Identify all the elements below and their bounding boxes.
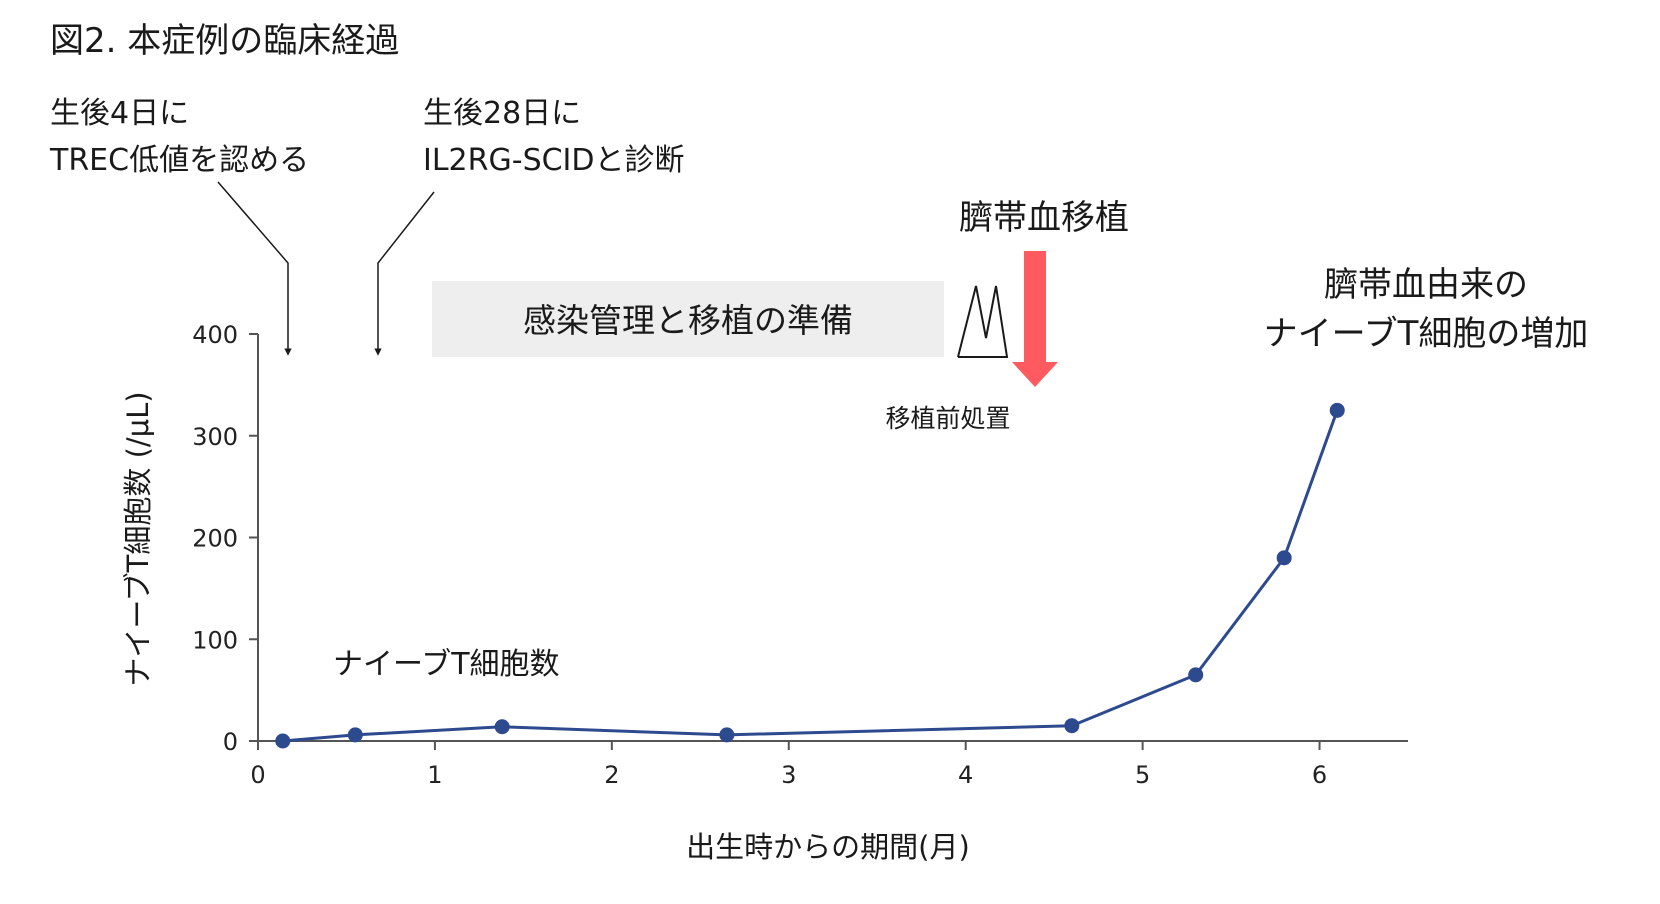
diagnosis-annotation-line2: IL2RG-SCIDと診断 <box>423 143 685 178</box>
data-point <box>1276 550 1292 566</box>
x-tick-label: 6 <box>1312 761 1327 789</box>
x-tick-label: 2 <box>604 761 619 789</box>
conditioning-peaks-icon <box>957 285 1009 358</box>
result-annotation-line2: ナイーブT細胞の増加 <box>1264 314 1589 354</box>
figure-title: 図2. 本症例の臨床経過 <box>50 21 399 61</box>
data-point <box>1188 667 1204 683</box>
x-tick-label: 0 <box>250 761 265 789</box>
data-point <box>275 733 291 749</box>
data-point <box>494 719 510 735</box>
x-axis-title: 出生時からの期間(月) <box>686 830 970 864</box>
trec-annotation-arrow <box>217 181 292 356</box>
trec-annotation-line1: 生後4日に <box>50 96 189 131</box>
data-point <box>719 727 735 743</box>
series-layer <box>275 402 1345 749</box>
diagnosis-annotation-arrow <box>374 191 435 356</box>
y-tick-label: 300 <box>192 423 238 451</box>
conditioning-label: 移植前処置 <box>885 404 1010 433</box>
result-annotation-line1: 臍帯血由来の <box>1324 265 1528 305</box>
y-ticks: 0 100 200 300 400 <box>192 321 258 756</box>
x-tick-label: 5 <box>1135 761 1150 789</box>
x-tick-label: 4 <box>958 761 973 789</box>
data-point <box>347 727 363 743</box>
preparation-box <box>432 281 944 357</box>
series-line <box>282 409 1339 743</box>
y-tick-label: 400 <box>192 321 238 349</box>
transplant-arrow <box>1012 251 1058 387</box>
y-tick-label: 0 <box>223 728 238 756</box>
series-label: ナイーブT細胞数 <box>333 647 560 682</box>
data-point <box>1064 718 1080 734</box>
preparation-box-label: 感染管理と移植の準備 <box>523 301 853 340</box>
trec-annotation-line2: TREC低値を認める <box>49 143 309 178</box>
x-tick-label: 3 <box>781 761 796 789</box>
y-axis-title: ナイーブT細胞数 (/μL) <box>121 391 155 686</box>
x-tick-label: 1 <box>427 761 442 789</box>
x-ticks: 0 1 2 3 4 5 6 <box>250 741 1327 789</box>
transplant-label: 臍帯血移植 <box>959 198 1129 238</box>
y-tick-label: 200 <box>192 525 238 553</box>
data-point <box>1329 402 1345 418</box>
y-tick-label: 100 <box>192 626 238 654</box>
diagnosis-annotation-line1: 生後28日に <box>423 96 581 131</box>
